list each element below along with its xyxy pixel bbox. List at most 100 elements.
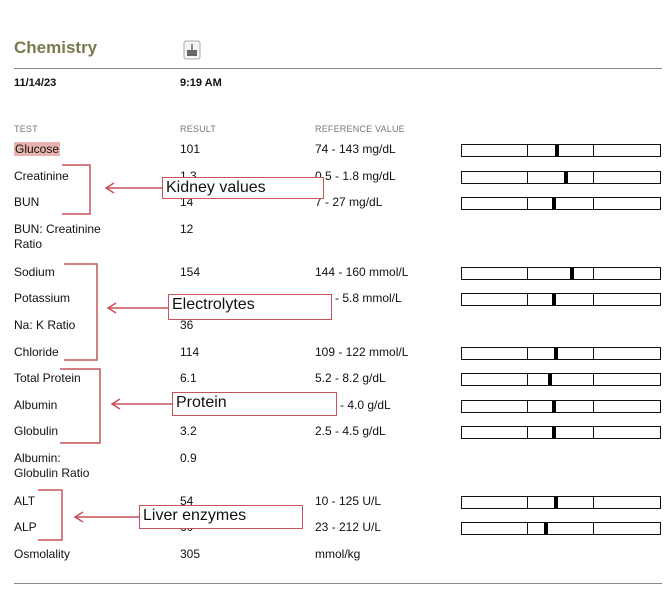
range-gauge [461,197,661,210]
gauge-marker [554,497,558,508]
gauge-divider [527,294,528,305]
test-label: Albumin [14,398,58,412]
test-name: ALT [14,494,106,509]
gauge-divider [593,268,594,279]
reference: 10 - 125 U/L [315,494,382,508]
column-header: TEST [14,124,38,134]
column-header: REFERENCE VALUE [315,124,405,134]
range-gauge [461,267,661,280]
test-label: Albumin: Globulin Ratio [14,451,90,480]
gauge-marker [552,427,556,438]
reference: 74 - 143 mg/dL [315,142,396,156]
reference: - 4.0 g/dL [340,398,391,412]
annotation-label: Protein [172,392,337,416]
test-name: BUN [14,195,106,210]
gauge-divider [527,374,528,385]
gauge-marker [570,268,574,279]
gauge-divider [593,348,594,359]
test-name: Total Protein [14,371,106,386]
result: 305 [180,547,201,561]
test-label: BUN [14,195,40,209]
brackets [38,164,172,541]
reference: 7 - 27 mg/dL [315,195,383,209]
gauge-divider [527,497,528,508]
gauge-divider [593,198,594,209]
reference: 5.2 - 8.2 g/dL [315,371,386,385]
test-name: BUN: Creatinine Ratio [14,222,106,252]
gauge-divider [527,198,528,209]
test-label: ALT [14,494,36,508]
result: 12 [180,222,194,236]
result: 154 [180,265,201,279]
test-label: BUN: Creatinine Ratio [14,222,101,251]
gauge-divider [593,497,594,508]
gauge-marker [552,198,556,209]
annotation-label: Electrolytes [168,294,332,320]
test-name: Creatinine [14,169,106,184]
reference: 109 - 122 mmol/L [315,345,409,359]
gauge-divider [593,401,594,412]
reference: 144 - 160 mmol/L [315,265,409,279]
test-label: Chloride [14,345,59,359]
reference: mmol/kg [315,547,361,561]
test-name: Albumin: Globulin Ratio [14,451,106,481]
test-name: Chloride [14,345,106,360]
reference: 23 - 212 U/L [315,520,382,534]
test-label: Sodium [14,265,55,279]
range-gauge [461,522,661,535]
range-gauge [461,373,661,386]
column-header: RESULT [180,124,217,134]
bottom-rule [14,583,662,584]
gauge-marker [552,294,556,305]
reference: - 5.8 mmol/L [335,291,402,305]
gauge-divider [593,374,594,385]
gauge-divider [593,427,594,438]
test-label: Na: K Ratio [14,318,76,332]
gauge-divider [527,145,528,156]
result: 0.9 [180,451,197,465]
gauge-divider [527,268,528,279]
time: 9:19 AM [180,77,222,89]
test-label: Potassium [14,291,71,305]
result: 54 [180,494,194,508]
test-name: ALP [14,520,106,535]
result: 3.2 [180,424,197,438]
gauge-divider [593,172,594,183]
gauge-marker [548,374,552,385]
test-label: Total Protein [14,371,81,385]
test-label: Creatinine [14,169,69,183]
range-gauge [461,293,661,306]
print-icon[interactable] [183,40,201,60]
gauge-divider [527,172,528,183]
gauge-divider [527,523,528,534]
test-name: Potassium [14,291,106,306]
gauge-marker [552,401,556,412]
test-name: Sodium [14,265,106,280]
test-name: Globulin [14,424,106,439]
date: 11/14/23 [14,77,57,89]
gauge-marker [554,348,558,359]
range-gauge [461,144,661,157]
range-gauge [461,171,661,184]
range-gauge [461,347,661,360]
gauge-divider [593,145,594,156]
result: 6.1 [180,371,197,385]
test-name: Osmolality [14,547,106,562]
gauge-marker [564,172,568,183]
result: 114 [180,345,200,359]
section-title: Chemistry [14,38,98,57]
top-rule [14,68,662,69]
gauge-divider [527,427,528,438]
reference: 2.5 - 4.5 g/dL [315,424,386,438]
annotation-label: Liver enzymes [139,505,303,529]
gauge-marker [555,145,559,156]
result: 101 [180,142,201,156]
range-gauge [461,400,661,413]
reference: 0.5 - 1.8 mg/dL [315,169,396,183]
test-label: ALP [14,520,37,534]
gauge-divider [527,401,528,412]
test-label: Osmolality [14,547,71,561]
range-gauge [461,496,661,509]
